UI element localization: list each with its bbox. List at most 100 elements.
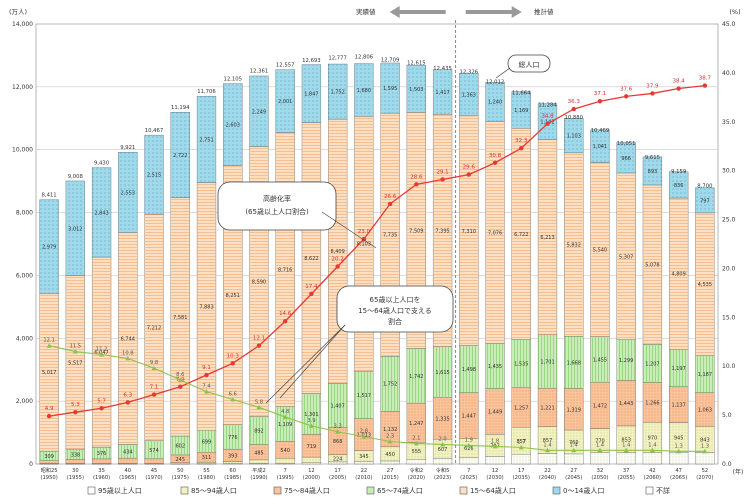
x-tick-year: (2010) [355, 475, 372, 481]
bar-segment-pattern [65, 180, 85, 276]
y2-tick-label: 15.0 [722, 314, 736, 321]
bar-total-label: 9,921 [120, 145, 135, 151]
bar-value-label: 1,363 [462, 92, 476, 98]
bar-value-label: 1,137 [671, 403, 685, 409]
y-tick-label: 8,000 [16, 210, 33, 217]
bar-segment-pattern [170, 197, 190, 437]
bar-total-label: 12,012 [486, 79, 505, 85]
bar-value-label: 1,742 [409, 374, 423, 380]
aging-rate-label: 9.1 [202, 365, 211, 371]
support-ratio-label: 2.3 [386, 434, 394, 440]
bar-segment-pattern [328, 461, 348, 464]
bar-value-label: 2,603 [226, 123, 240, 129]
bar-value-label: 345 [359, 454, 369, 460]
bar-segment-pattern [590, 336, 610, 383]
bar-segment-pattern [695, 426, 715, 453]
bar-segment-pattern [538, 453, 557, 464]
bar-segment-pattern [695, 212, 715, 356]
support-ratio-label: 3.3 [334, 424, 342, 430]
bar-segment-pattern [197, 182, 216, 431]
y2-axis-unit: (%) [729, 8, 740, 16]
aging-rate-point [519, 145, 524, 151]
bar-segment-pattern [485, 82, 505, 122]
y2-tick-label: 25.0 [722, 217, 736, 224]
bar-segment-pattern [695, 355, 715, 393]
bar-segment-pattern [144, 463, 164, 464]
x-tick-year: (1960) [93, 475, 110, 481]
bar-segment-pattern [118, 458, 138, 464]
x-tick-label: 35 [98, 468, 105, 474]
bar-value-label: 393 [228, 453, 238, 459]
x-tick-label: 27 [570, 468, 577, 474]
x-tick-label: 30 [72, 468, 79, 474]
bar-segment-pattern [511, 91, 531, 129]
bar-segment-pattern [616, 425, 636, 453]
bar-segment-pattern [92, 458, 112, 464]
bar-value-label: 5,017 [42, 370, 56, 376]
bar-value-label: 1,752 [383, 382, 397, 388]
bar-segment-pattern [616, 172, 636, 340]
support-ratio-point [151, 365, 157, 371]
bar-value-label: 7,581 [173, 315, 187, 321]
support-ratio-label: 4.8 [281, 409, 289, 415]
bar-value-label: 843 [700, 437, 710, 443]
support-ratio-label: 1.8 [491, 438, 499, 444]
legend-swatch [645, 486, 654, 495]
bar-segment-pattern [92, 167, 112, 258]
aging-rate-label: 37.9 [646, 83, 659, 89]
y-tick-label: 12,000 [12, 84, 33, 91]
x-tick-label: 17 [334, 468, 341, 474]
bar-segment-pattern [275, 463, 295, 464]
bar-segment-pattern [616, 380, 636, 426]
x-tick-label: 47 [675, 468, 682, 474]
bar-segment-pattern [170, 462, 190, 464]
bar-value-label: 1,417 [435, 90, 449, 96]
support-ratio-point [230, 396, 236, 402]
bar-value-label: 1,257 [514, 406, 528, 412]
x-tick-year: (2000) [303, 475, 320, 481]
bar-segment-pattern [669, 349, 689, 387]
bar-segment-pattern [144, 440, 164, 459]
y-tick-label: 10,000 [12, 147, 33, 154]
bar-value-label: 574 [149, 448, 159, 454]
support-ratio-point [492, 443, 498, 449]
x-tick-year: (2050) [591, 475, 608, 481]
support-ratio-point [204, 389, 209, 394]
bar-value-label: 1,449 [488, 409, 502, 415]
x-tick-year: (1990) [250, 475, 267, 481]
support-ratio-label: 10.8 [122, 350, 134, 356]
y2-tick-label: 0.0 [722, 461, 732, 468]
support-ratio-point [387, 439, 393, 444]
bar-segment-pattern [669, 198, 689, 350]
bar-value-label: 699 [202, 439, 212, 445]
bar-segment-pattern [249, 459, 269, 464]
bar-value-label: 5,540 [593, 248, 607, 254]
support-ratio-point [518, 444, 524, 450]
bar-value-label: 2,843 [94, 210, 108, 216]
x-tick-label: 37 [623, 468, 630, 474]
y2-tick-label: 45.0 [722, 21, 736, 28]
legend-swatch [459, 486, 468, 495]
bar-value-label: 485 [254, 450, 264, 456]
y2-tick-label: 30.0 [722, 168, 736, 175]
aging-rate-point [492, 160, 498, 166]
bar-value-label: 626 [464, 446, 474, 452]
bar-value-label: 1,169 [514, 108, 528, 114]
bar-segment-pattern [380, 446, 400, 461]
x-tick-label: 22 [544, 468, 551, 474]
legend-swatch [273, 486, 282, 495]
aging-rate-label: 20.2 [332, 256, 344, 262]
support-ratio-point [72, 349, 78, 354]
x-tick-label: 32 [597, 468, 604, 474]
bar-total-label: 10,467 [145, 128, 164, 134]
aging-rate-label: 38.4 [673, 79, 686, 85]
bar-total-label: 12,105 [223, 77, 242, 83]
x-tick-year: (1950) [40, 475, 57, 481]
support-ratio-label: 1.4 [596, 442, 605, 448]
bar-segment-pattern [275, 69, 295, 133]
legend-swatch [552, 486, 561, 495]
bars: 309 5,017 2,979 8,411 338 5,517 3,012 9,008 376 6… [39, 55, 715, 465]
bar-segment-pattern [564, 430, 584, 454]
bar-value-label: 797 [700, 198, 710, 204]
